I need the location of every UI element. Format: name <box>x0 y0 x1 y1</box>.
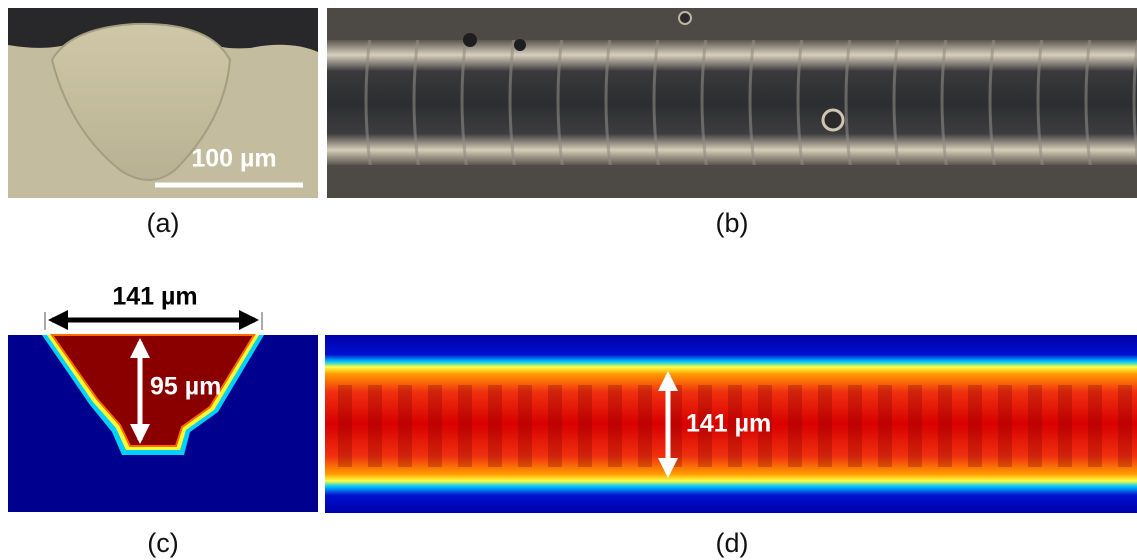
panel-label: (b) <box>716 208 749 238</box>
width-label: 141 µm <box>686 410 771 438</box>
panel-b <box>327 8 1137 198</box>
panel-a: 100 µm <box>8 8 318 198</box>
panel-c: 141 µm 95 µm <box>8 283 318 512</box>
panel-d: 141 µm <box>325 335 1137 513</box>
figure: 100 µm (a) (b) 141 µm 95 µm (c) 141 µm (… <box>0 0 1137 560</box>
scale-bar-label: 100 µm <box>191 145 276 173</box>
panel-label: (c) <box>147 528 178 558</box>
width-label: 141 µm <box>112 283 197 311</box>
panel-label: (a) <box>147 208 180 238</box>
panel-label: (d) <box>716 528 749 558</box>
depth-label: 95 µm <box>150 373 221 401</box>
